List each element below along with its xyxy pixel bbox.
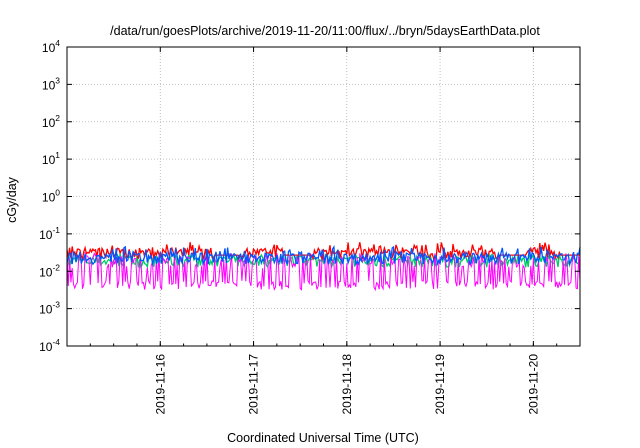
y-axis-label: cGy/day xyxy=(5,176,19,223)
y-tick-label: 101 xyxy=(42,150,60,167)
x-tick-label: 2019-11-17 xyxy=(247,354,261,415)
y-tick-label: 100 xyxy=(42,188,60,205)
y-tick-label: 10-2 xyxy=(39,262,60,279)
x-tick-label: 2019-11-18 xyxy=(340,354,354,415)
chart-title: /data/run/goesPlots/archive/2019-11-20/1… xyxy=(110,24,540,38)
x-tick-label: 2019-11-19 xyxy=(433,354,447,415)
x-tick-label: 2019-11-20 xyxy=(526,354,540,415)
y-axis-ticks: 10-4 10-3 10-2 10-1 100 101 102 103 104 xyxy=(39,38,580,354)
grid-lines xyxy=(67,47,580,346)
x-tick-label: 2019-11-16 xyxy=(153,354,167,415)
series-layer xyxy=(66,242,581,292)
x-axis-ticks: 2019-11-16 2019-11-17 2019-11-18 2019-11-19… xyxy=(66,47,581,415)
plot-frame xyxy=(66,46,581,347)
y-tick-label: 10-3 xyxy=(39,300,60,317)
y-tick-label: 10-1 xyxy=(39,225,60,242)
y-tick-label: 103 xyxy=(42,75,60,92)
y-tick-label: 10-4 xyxy=(39,337,60,354)
y-tick-label: 102 xyxy=(42,113,60,130)
series-line xyxy=(66,245,581,267)
series-line xyxy=(66,242,580,262)
x-axis-label: Coordinated Universal Time (UTC) xyxy=(227,431,419,445)
y-tick-label: 104 xyxy=(42,38,60,55)
